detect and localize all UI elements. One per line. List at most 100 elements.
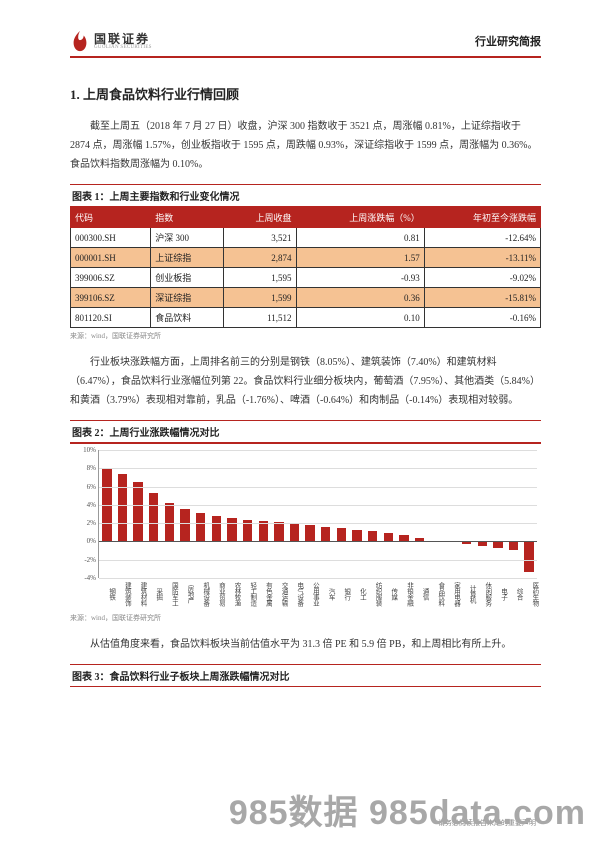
plot-area <box>98 450 537 578</box>
x-tick-label: 国防军工 <box>161 578 177 610</box>
table-header: 上周涨跌幅（%） <box>296 208 424 228</box>
table-cell: -0.93 <box>296 268 424 288</box>
y-tick-label: -2% <box>84 556 96 564</box>
bar <box>509 541 518 549</box>
table-cell: 创业板指 <box>151 268 224 288</box>
table-header: 代码 <box>71 208 151 228</box>
x-tick-label: 综合 <box>505 578 521 610</box>
table-cell: 3,521 <box>223 228 296 248</box>
table-row: 399106.SZ深证综指1,5990.36-15.81% <box>71 288 541 308</box>
grid-line <box>99 450 537 451</box>
paragraph-1: 截至上周五（2018 年 7 月 27 日）收盘，沪深 300 指数收于 352… <box>70 117 541 174</box>
table-cell: 000001.SH <box>71 248 151 268</box>
table-cell: -13.11% <box>424 248 540 268</box>
x-axis-labels: 钢铁建筑装饰建筑材料采掘国防军工房地产机械设备商业贸易农林牧渔轻工制造有色金属交… <box>98 578 537 610</box>
bar <box>290 524 299 542</box>
x-tick-label: 非银金融 <box>396 578 412 610</box>
table-cell: 上证综指 <box>151 248 224 268</box>
table-cell: 1,595 <box>223 268 296 288</box>
figure3-caption: 图表 3：食品饮料行业子板块上周涨跌幅情况对比 <box>70 664 541 687</box>
y-tick-label: 4% <box>87 501 96 509</box>
table-cell: 399006.SZ <box>71 268 151 288</box>
zero-line <box>99 541 537 542</box>
sector-bar-chart: -4%-2%0%2%4%6%8%10% 钢铁建筑装饰建筑材料采掘国防军工房地产机… <box>70 450 541 610</box>
flame-icon <box>70 30 90 52</box>
table-row: 000001.SH上证综指2,8741.57-13.11% <box>71 248 541 268</box>
table-cell: 0.10 <box>296 308 424 328</box>
grid-line <box>99 505 537 506</box>
table-cell: 11,512 <box>223 308 296 328</box>
bar <box>337 528 346 541</box>
bar <box>133 482 142 541</box>
bar <box>524 541 533 571</box>
company-logo: 国联证券 GUOLIAN SECURITIES <box>70 30 152 52</box>
figure2-caption: 图表 2：上周行业涨跌幅情况对比 <box>70 420 541 443</box>
x-tick-label: 有色金属 <box>255 578 271 610</box>
bar <box>196 513 205 541</box>
section-heading: 1. 上周食品饮料行业行情回顾 <box>70 84 541 103</box>
y-tick-label: 10% <box>83 446 96 454</box>
y-tick-label: 0% <box>87 537 96 545</box>
bar <box>149 493 158 542</box>
y-tick-label: 2% <box>87 519 96 527</box>
table-cell: 000300.SH <box>71 228 151 248</box>
logo-text: 国联证券 GUOLIAN SECURITIES <box>94 33 152 50</box>
paragraph-2: 行业板块涨跌幅方面，上周排名前三的分别是钢铁（8.05%）、建筑装饰（7.40%… <box>70 353 541 410</box>
table-cell: 399106.SZ <box>71 288 151 308</box>
bar <box>399 535 408 542</box>
table-row: 801120.SI食品饮料11,5120.10-0.16% <box>71 308 541 328</box>
table-cell: 沪深 300 <box>151 228 224 248</box>
x-tick-label: 银行 <box>333 578 349 610</box>
x-tick-label: 采掘 <box>145 578 161 610</box>
grid-line <box>99 560 537 561</box>
x-tick-label: 建筑材料 <box>129 578 145 610</box>
x-tick-label: 农林牧渔 <box>223 578 239 610</box>
x-tick-label: 休闲服务 <box>474 578 490 610</box>
x-tick-label: 传媒 <box>380 578 396 610</box>
table-header: 年初至今涨跌幅 <box>424 208 540 228</box>
x-tick-label: 通信 <box>411 578 427 610</box>
x-tick-label: 电子 <box>490 578 506 610</box>
bar <box>368 531 377 542</box>
grid-line <box>99 487 537 488</box>
table-cell: 0.81 <box>296 228 424 248</box>
index-table: 代码指数上周收盘上周涨跌幅（%）年初至今涨跌幅 000300.SH沪深 3003… <box>70 207 541 328</box>
bar <box>305 525 314 541</box>
chart-container: -4%-2%0%2%4%6%8%10% 钢铁建筑装饰建筑材料采掘国防军工房地产机… <box>70 443 541 610</box>
x-tick-label: 轻工制造 <box>239 578 255 610</box>
bar <box>212 516 221 541</box>
logo-cn-name: 国联证券 <box>94 33 152 45</box>
watermark: 985数据 985data.com <box>229 785 586 834</box>
bar <box>180 509 189 542</box>
table-header: 指数 <box>151 208 224 228</box>
x-tick-label: 计算机 <box>458 578 474 610</box>
report-type-label: 行业研究简报 <box>475 33 541 49</box>
figure1-source: 来源：wind，国联证券研究所 <box>70 331 541 341</box>
table-cell: -15.81% <box>424 288 540 308</box>
bar <box>352 530 361 542</box>
table-cell: -0.16% <box>424 308 540 328</box>
x-tick-label: 房地产 <box>176 578 192 610</box>
bar <box>274 522 283 541</box>
x-tick-label: 公用事业 <box>302 578 318 610</box>
figure2-source: 来源：wind，国联证券研究所 <box>70 613 541 623</box>
y-axis: -4%-2%0%2%4%6%8%10% <box>70 450 98 578</box>
table-header: 上周收盘 <box>223 208 296 228</box>
x-tick-label: 机械设备 <box>192 578 208 610</box>
paragraph-3: 从估值角度来看，食品饮料板块当前估值水平为 31.3 倍 PE 和 5.9 倍 … <box>70 635 541 654</box>
bar <box>321 527 330 542</box>
x-tick-label: 建筑装饰 <box>114 578 130 610</box>
header-rule <box>70 56 541 58</box>
page: 国联证券 GUOLIAN SECURITIES 行业研究简报 1. 上周食品饮料… <box>0 0 596 707</box>
x-tick-label: 汽车 <box>317 578 333 610</box>
grid-line <box>99 523 537 524</box>
table-cell: 1,599 <box>223 288 296 308</box>
x-tick-label: 交通运输 <box>270 578 286 610</box>
y-tick-label: 6% <box>87 483 96 491</box>
table-cell: 食品饮料 <box>151 308 224 328</box>
x-tick-label: 家用电器 <box>443 578 459 610</box>
bar <box>384 533 393 542</box>
x-tick-label: 医药生物 <box>521 578 537 610</box>
table-cell: 2,874 <box>223 248 296 268</box>
grid-line <box>99 468 537 469</box>
